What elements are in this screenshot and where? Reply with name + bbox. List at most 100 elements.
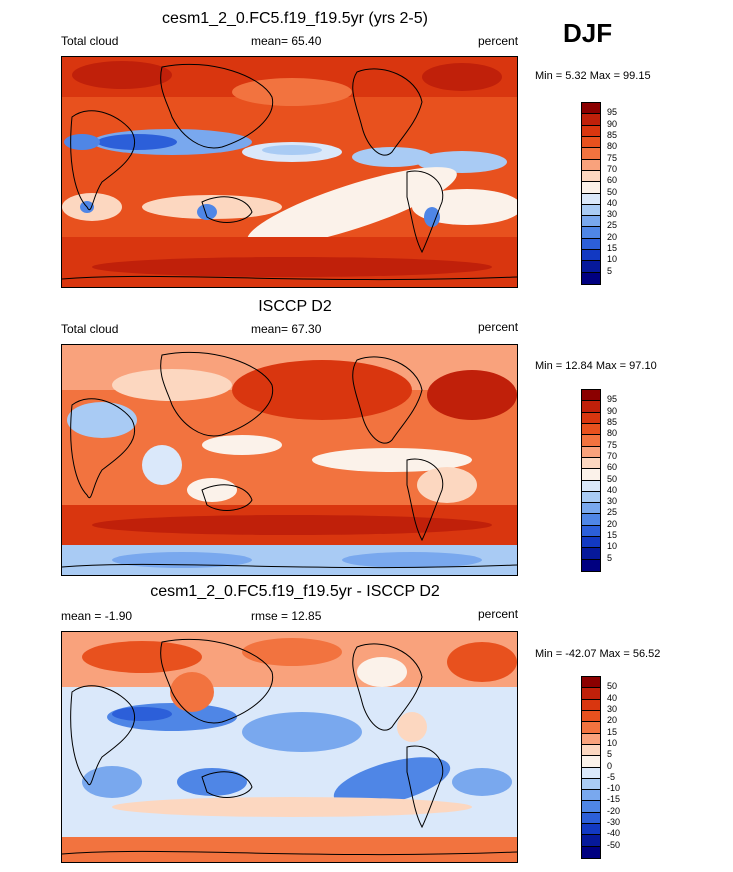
colorbar-swatch [582,435,600,447]
panel2-mean-label: mean= 67.30 [251,322,322,336]
colorbar-swatch [582,159,600,171]
colorbar-swatch [582,170,600,183]
colorbar-swatch [582,722,600,734]
colorbar-tick-label: 75 [607,439,618,450]
colorbar-tick-label: 10 [607,541,618,552]
colorbar-swatch [582,778,600,791]
colorbar-swatch [582,148,600,160]
colorbar-tick-label: 10 [607,254,618,265]
colorbar-swatch [582,401,600,413]
colorbar-tick-label: 30 [607,496,618,507]
colorbar-swatch [582,182,600,194]
colorbar-swatch [582,767,600,779]
panel1-map-svg [62,57,517,287]
colorbar-swatch [582,503,600,515]
colorbar-tick-label: 90 [607,118,618,129]
colorbar-tick-label: 15 [607,726,618,737]
colorbar-tick-label: 30 [607,209,618,220]
panel3-minmax: Min = -42.07 Max = 56.52 [535,648,661,660]
colorbar-swatch [582,272,600,284]
colorbar-tick-label: 50 [607,186,618,197]
colorbar-swatch [582,537,600,549]
colorbar-tick-label: 5 [607,749,613,760]
colorbar-tick-label: 95 [607,107,618,118]
colorbar-swatch [582,114,600,126]
colorbar-swatch [582,559,600,571]
colorbar-tick-label: 80 [607,428,618,439]
colorbar-tick-label: 85 [607,416,618,427]
panel2-units-label: percent [478,320,519,334]
panel2-colorbar [581,389,601,572]
panel1-title: cesm1_2_0.FC5.f19_f19.5yr (yrs 2-5) [162,10,428,27]
colorbar-swatch [582,103,600,115]
colorbar-swatch [582,261,600,273]
colorbar-swatch [582,525,600,538]
colorbar-tick-label: 70 [607,163,618,174]
colorbar-swatch [582,677,600,689]
colorbar-tick-label: -10 [607,783,621,794]
colorbar-tick-label: 20 [607,518,618,529]
panel3-map [61,631,518,863]
colorbar-tick-label: 85 [607,129,618,140]
colorbar-tick-label: 80 [607,141,618,152]
colorbar-tick-label: 75 [607,152,618,163]
colorbar-tick-label: 40 [607,692,618,703]
colorbar-tick-label: 5 [607,265,613,276]
panel3-map-svg [62,632,517,862]
colorbar-swatch [582,491,600,504]
colorbar-swatch [582,812,600,825]
panel1-mean-label: mean= 65.40 [251,34,322,48]
colorbar-tick-label: 70 [607,450,618,461]
colorbar-tick-label: 50 [607,681,618,692]
colorbar-tick-label: 25 [607,220,618,231]
panel1-variable-label: Total cloud [61,34,119,48]
colorbar-swatch [582,480,600,492]
colorbar-swatch [582,846,600,858]
colorbar-swatch [582,446,600,458]
colorbar-swatch [582,125,600,137]
colorbar-tick-label: 90 [607,405,618,416]
panel2-minmax: Min = 12.84 Max = 97.10 [535,360,657,372]
panel1-units-label: percent [478,34,519,48]
panel3-mean-label: mean = -1.90 [61,609,133,623]
colorbar-swatch [582,756,600,768]
colorbar-swatch [582,390,600,402]
colorbar-swatch [582,216,600,228]
colorbar-swatch [582,457,600,470]
panel1-map [61,56,518,288]
colorbar-tick-label: 15 [607,530,618,541]
colorbar-tick-label: 5 [607,552,613,563]
colorbar-swatch [582,136,600,149]
colorbar-tick-label: 60 [607,175,618,186]
colorbar-tick-label: 0 [607,760,613,771]
panel1-colorbar [581,102,601,285]
colorbar-swatch [582,469,600,481]
colorbar-tick-label: -20 [607,805,621,816]
colorbar-tick-label: 30 [607,703,618,714]
colorbar-tick-label: -50 [607,839,621,850]
panel2-variable-label: Total cloud [61,322,119,336]
colorbar-swatch [582,688,600,700]
panel2-map-svg [62,345,517,575]
panel3-title: cesm1_2_0.FC5.f19_f19.5yr - ISCCP D2 [150,583,440,600]
colorbar-swatch [582,423,600,436]
colorbar-swatch [582,699,600,711]
panel2-map [61,344,518,576]
colorbar-tick-label: 20 [607,231,618,242]
panel2-title: ISCCP D2 [258,298,332,315]
colorbar-swatch [582,238,600,251]
colorbar-tick-label: -5 [607,771,616,782]
colorbar-swatch [582,801,600,813]
panel3-rmse-label: rmse = 12.85 [251,609,322,623]
panel1-minmax: Min = 5.32 Max = 99.15 [535,70,651,82]
colorbar-swatch [582,250,600,262]
colorbar-swatch [582,733,600,745]
colorbar-tick-label: -15 [607,794,621,805]
colorbar-tick-label: 20 [607,715,618,726]
colorbar-swatch [582,744,600,757]
colorbar-swatch [582,790,600,802]
colorbar-tick-label: -30 [607,817,621,828]
colorbar-tick-label: 95 [607,394,618,405]
season-label: DJF [563,18,613,48]
colorbar-tick-label: 40 [607,197,618,208]
